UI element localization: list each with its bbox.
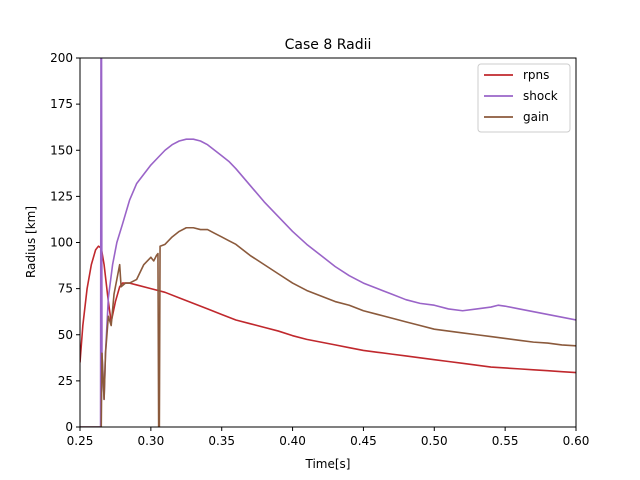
legend: rpns shock gain xyxy=(477,63,571,133)
y-tick-label: 175 xyxy=(50,97,73,111)
y-tick-label: 150 xyxy=(50,143,73,157)
x-axis-label: Time[s] xyxy=(305,457,351,471)
x-tick-label: 0.30 xyxy=(137,434,164,448)
legend-box xyxy=(477,63,571,133)
x-tick-label: 0.35 xyxy=(208,434,235,448)
y-tick-label: 0 xyxy=(65,420,73,434)
y-tick-label: 100 xyxy=(50,236,73,250)
chart-title: Case 8 Radii xyxy=(285,37,372,53)
x-tick-label: 0.50 xyxy=(421,434,448,448)
legend-label-rpns: rpns xyxy=(523,68,549,82)
y-tick-label: 50 xyxy=(58,328,73,342)
y-axis-label: Radius [km] xyxy=(24,206,38,278)
series-line-gain xyxy=(80,226,576,427)
x-tick-label: 0.60 xyxy=(563,434,590,448)
x-tick-label: 0.40 xyxy=(279,434,306,448)
x-tick-label: 0.55 xyxy=(492,434,519,448)
legend-label-gain: gain xyxy=(523,110,549,124)
series-line-rpns xyxy=(80,245,576,374)
y-tick-label: 125 xyxy=(50,189,73,203)
series-line-shock xyxy=(80,58,576,427)
y-axis: 0 25 50 75 100 125 150 175 200 xyxy=(50,51,80,434)
y-tick-label: 75 xyxy=(58,282,73,296)
y-tick-label: 200 xyxy=(50,51,73,65)
x-tick-label: 0.45 xyxy=(350,434,377,448)
x-axis: 0.25 0.30 0.35 0.40 0.45 0.50 0.55 0.60 xyxy=(67,427,590,448)
x-tick-label: 0.25 xyxy=(67,434,94,448)
series-layer xyxy=(80,58,576,427)
y-tick-label: 25 xyxy=(58,374,73,388)
legend-label-shock: shock xyxy=(523,89,558,103)
